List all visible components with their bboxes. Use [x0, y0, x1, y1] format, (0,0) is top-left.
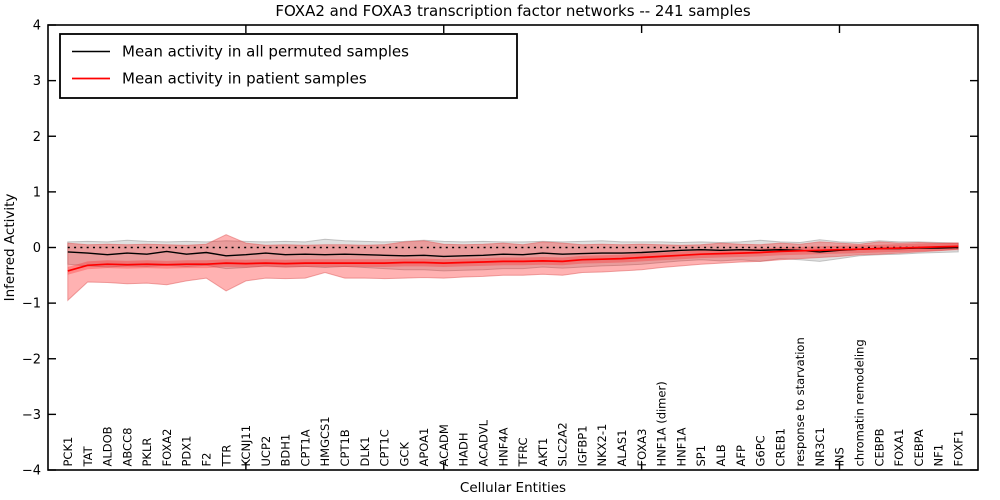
x-tick-label: FOXA2	[160, 429, 174, 467]
y-tick-label: −1	[22, 297, 41, 312]
y-tick-label: 2	[33, 130, 41, 145]
x-tick-label: NR3C1	[813, 427, 827, 466]
patient-inner-band	[67, 242, 959, 275]
x-tick-label: APOA1	[417, 428, 431, 467]
legend-label-permuted: Mean activity in all permuted samples	[122, 43, 409, 61]
x-tick-label: TFRC	[516, 437, 530, 467]
y-tick-label: 1	[33, 185, 41, 200]
y-axis-label: Inferred Activity	[2, 194, 18, 302]
y-tick-label: −4	[22, 464, 41, 479]
x-tick-label: NF1	[932, 444, 946, 467]
y-tick-label: 0	[33, 241, 41, 256]
x-tick-label: ABCC8	[120, 428, 134, 467]
x-tick-label: HADH	[457, 432, 471, 466]
x-tick-label: ALDOB	[101, 426, 115, 466]
x-tick-label: HNF1A (dimer)	[655, 381, 669, 466]
x-tick-label: AFP	[734, 445, 748, 466]
x-tick-label: INS	[833, 447, 847, 466]
x-tick-label: F2	[200, 453, 214, 467]
patient-std-band	[67, 234, 959, 302]
x-tick-label: PDX1	[180, 436, 194, 467]
x-tick-label: UCP2	[259, 436, 273, 467]
x-tick-label: ALB	[714, 444, 728, 466]
legend-box	[59, 33, 518, 99]
patient-mean-line	[67, 245, 959, 272]
x-tick-label: SP1	[694, 445, 708, 467]
x-tick-label: CPT1A	[298, 429, 312, 466]
legend: Mean activity in all permuted samples Me…	[59, 33, 518, 99]
y-tick-label: −3	[22, 408, 41, 423]
x-tick-label: CPT1C	[378, 429, 392, 466]
x-tick-label: PCK1	[61, 437, 75, 467]
x-tick-label: BDH1	[279, 434, 293, 467]
x-tick-label: ACADVL	[477, 419, 491, 466]
x-tick-label: HMGCS1	[318, 416, 332, 466]
x-tick-label: AKT1	[536, 438, 550, 467]
x-tick-label: ALAS1	[615, 429, 629, 466]
x-tick-label: CPT1B	[338, 429, 352, 466]
legend-label-patient: Mean activity in patient samples	[122, 70, 367, 88]
x-tick-label: DLK1	[358, 436, 372, 466]
x-tick-label: IGFBP1	[576, 425, 590, 466]
x-tick-label: KCNJ11	[239, 425, 253, 467]
x-tick-label: PKLR	[140, 438, 154, 467]
x-tick-label: HNF4A	[496, 427, 510, 466]
plot-dynamic-layer: 4 3 2 1 0 −1 −2 −3 −4 PCK1 TAT ALDOB ABCC8 PKLR FOXA2 P…	[22, 19, 979, 479]
x-tick-label: response to starvation	[793, 337, 807, 466]
x-tick-label: NKX2-1	[595, 424, 609, 467]
y-tick-label: 4	[33, 19, 41, 34]
x-tick-label: FOXA3	[635, 429, 649, 467]
x-tick-label: CEBPA	[912, 429, 926, 466]
x-tick-label: FOXF1	[951, 430, 965, 467]
x-axis-label: Cellular Entities	[460, 480, 566, 496]
x-tick-label: chromatin remodeling	[853, 339, 867, 466]
x-tick-label: CEBPB	[872, 428, 886, 466]
chart-title: FOXA2 and FOXA3 transcription factor net…	[275, 2, 751, 20]
x-tick-label: SLC2A2	[556, 422, 570, 466]
y-tick-label: 3	[33, 74, 41, 89]
x-tick-label: G6PC	[754, 435, 768, 466]
x-tick-label: ACADM	[437, 424, 451, 466]
x-tick-label: FOXA1	[892, 429, 906, 467]
x-tick-label: HNF1A	[674, 427, 688, 466]
x-tick-label: GCK	[397, 442, 411, 467]
x-tick-label: TTR	[219, 445, 233, 468]
x-tick-label: TAT	[81, 445, 95, 467]
y-tick-label: −2	[22, 352, 41, 367]
x-tick-label: CREB1	[773, 428, 787, 467]
